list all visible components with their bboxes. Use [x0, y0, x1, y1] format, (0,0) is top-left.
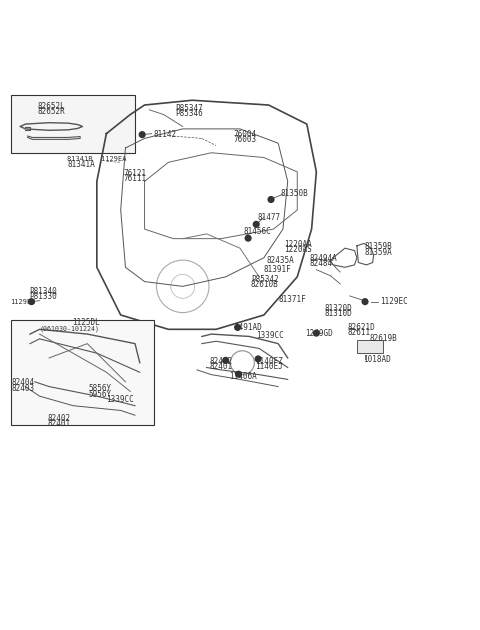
- Text: 1140EJ: 1140EJ: [255, 362, 283, 371]
- Circle shape: [362, 299, 368, 304]
- Text: 82652L: 82652L: [37, 102, 65, 111]
- Text: 82404: 82404: [12, 378, 35, 387]
- Text: 81310D: 81310D: [325, 309, 353, 318]
- Text: 76003: 76003: [234, 135, 257, 144]
- Text: P81340: P81340: [29, 287, 57, 296]
- Text: 1125DL: 1125DL: [72, 318, 100, 327]
- Text: 1220AS: 1220AS: [284, 245, 312, 254]
- Text: 81320D: 81320D: [325, 304, 353, 313]
- Text: 82435A: 82435A: [267, 256, 294, 265]
- Text: 5956Y: 5956Y: [88, 390, 111, 399]
- Text: P81330: P81330: [29, 292, 57, 301]
- Text: 82402: 82402: [47, 413, 70, 423]
- Text: 1339CC: 1339CC: [107, 396, 134, 404]
- Text: 1129EE: 1129EE: [10, 299, 36, 305]
- FancyBboxPatch shape: [11, 320, 154, 425]
- Text: 82611: 82611: [348, 328, 371, 337]
- Text: 82621D: 82621D: [348, 323, 376, 332]
- Circle shape: [29, 299, 34, 304]
- Text: 82402: 82402: [210, 357, 233, 366]
- Circle shape: [235, 324, 240, 330]
- Text: 82494A: 82494A: [309, 254, 337, 263]
- Text: 81142: 81142: [153, 130, 176, 139]
- Text: 82403: 82403: [12, 384, 35, 392]
- Text: P85347: P85347: [176, 104, 204, 113]
- Text: 76004: 76004: [234, 130, 257, 139]
- Text: 81371F: 81371F: [278, 295, 306, 304]
- Text: 81477: 81477: [258, 213, 281, 222]
- Text: 1339CC: 1339CC: [256, 331, 284, 340]
- Text: (061030-101224): (061030-101224): [39, 325, 99, 331]
- Text: P85346: P85346: [176, 109, 204, 118]
- Text: 82610B: 82610B: [251, 280, 279, 289]
- Text: 81359B: 81359B: [364, 243, 392, 251]
- Text: 11406A: 11406A: [229, 372, 257, 381]
- Text: 1220AA: 1220AA: [284, 240, 312, 249]
- Text: 81341A: 81341A: [67, 160, 95, 169]
- Text: 76111: 76111: [123, 175, 146, 183]
- Text: 82401: 82401: [210, 362, 233, 371]
- Circle shape: [139, 132, 145, 137]
- Text: 1129EC: 1129EC: [380, 297, 408, 306]
- Circle shape: [253, 222, 259, 227]
- Circle shape: [223, 357, 228, 364]
- Text: 82619B: 82619B: [370, 335, 397, 343]
- Text: 82484: 82484: [309, 260, 332, 268]
- FancyBboxPatch shape: [11, 96, 135, 152]
- Text: 76121: 76121: [123, 169, 146, 178]
- Text: 5856Y: 5856Y: [88, 384, 111, 394]
- Text: 81350B: 81350B: [280, 189, 308, 198]
- Bar: [21, 124, 33, 131]
- Text: 82401: 82401: [47, 419, 70, 428]
- Text: 1491AD: 1491AD: [234, 323, 262, 333]
- Text: 1018AD: 1018AD: [363, 355, 390, 364]
- Bar: [357, 340, 383, 353]
- Circle shape: [313, 330, 319, 336]
- Text: 81391F: 81391F: [264, 265, 291, 273]
- Text: 82652R: 82652R: [37, 107, 65, 116]
- Text: 81359A: 81359A: [364, 248, 392, 256]
- Circle shape: [268, 197, 274, 202]
- Circle shape: [236, 371, 241, 377]
- Text: 81456C: 81456C: [243, 227, 271, 236]
- Text: 1140FZ: 1140FZ: [255, 357, 283, 366]
- Text: P85342: P85342: [251, 275, 279, 284]
- Circle shape: [245, 235, 251, 241]
- Text: 1249GD: 1249GD: [305, 329, 333, 338]
- Text: 81341B  1129EA: 81341B 1129EA: [67, 156, 127, 163]
- Circle shape: [255, 356, 261, 362]
